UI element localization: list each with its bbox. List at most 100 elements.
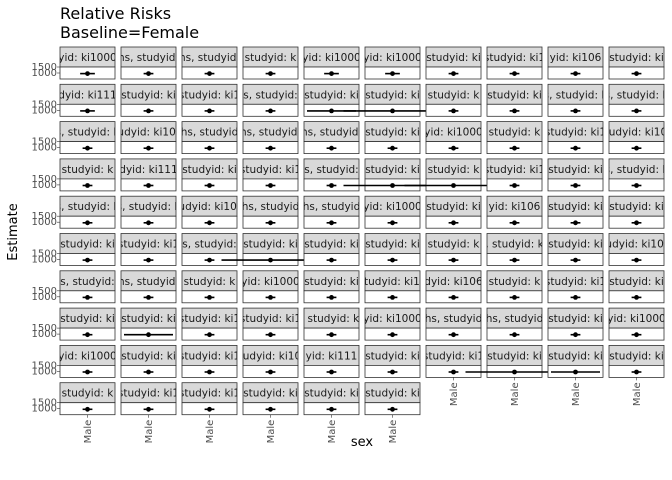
facet-strip-label: studyid: ki: [304, 388, 359, 400]
estimate-point: [146, 369, 151, 375]
facet-strip-label: studyid: ki: [365, 89, 420, 101]
facet-panel: studyid: ki: [547, 195, 604, 229]
y-tick-label: 1000: [32, 404, 57, 415]
facet-panel: studyid: ki: [364, 121, 421, 155]
facet-panel: studyid: ki1: [484, 46, 545, 80]
facet-strip-label: s, studyid: k: [605, 89, 670, 101]
estimate-point: [207, 71, 212, 76]
facet-strip-label: studyid: k: [428, 239, 481, 251]
estimate-point: [146, 295, 151, 300]
estimate-point: [207, 369, 212, 375]
y-tick-label: 1000: [32, 105, 57, 116]
estimate-point: [634, 257, 639, 263]
facet-strip-label: yid: ki1000: [58, 52, 116, 64]
facet-strip-label: studyid: ki1: [179, 350, 240, 362]
estimate-point: [573, 220, 578, 226]
x-tick-label: Male: [144, 420, 155, 444]
facet-panel: dyid: ki106: [425, 270, 482, 304]
facet-panel: yid: ki1000: [364, 307, 421, 341]
x-axis-title: sex: [351, 435, 374, 450]
facet-panel: studyid: ki1000: [608, 233, 665, 266]
estimate-point: [451, 71, 456, 76]
estimate-point: [207, 406, 212, 412]
facet-panel: studyid: ki: [608, 344, 665, 378]
estimate-point: [207, 257, 212, 263]
facet-panel: hs, studyid: [242, 195, 300, 229]
facet-panel: studyid: ki: [364, 233, 421, 266]
estimate-point: [146, 108, 151, 114]
y-tick-label: 1500: [32, 99, 57, 110]
facet-strip-label: yid: ki1000: [607, 313, 665, 325]
y-tick-label: 1500: [32, 398, 57, 409]
facet-panel: studyid: k: [486, 121, 543, 155]
facet-strip-label: studyid: k: [489, 127, 542, 139]
estimate-point: [451, 369, 456, 375]
facet-strip-label: studyid: k: [489, 276, 542, 288]
facet-panel: studyid: ki1: [240, 307, 301, 341]
estimate-point: [146, 332, 151, 338]
chart-subtitle: Baseline=Female: [60, 23, 200, 42]
facet-panel: hs, studyid:: [242, 121, 299, 155]
facet-strip-label: hs, studyid: [242, 201, 300, 213]
chart-title-block: Relative Risks Baseline=Female: [60, 4, 199, 42]
facet-strip-label: s, studyid: k: [56, 201, 121, 213]
estimate-point: [85, 220, 90, 226]
facet-strip-label: s, studyid: k: [544, 89, 609, 101]
estimate-point: [85, 332, 90, 338]
facet-strip-label: ns, studyid:: [179, 52, 240, 64]
facet-strip-label: studyid: ki1: [484, 52, 545, 64]
facet-strip-label: yid: ki1000: [424, 127, 482, 139]
estimate-point: [85, 406, 90, 412]
facet-panel: hs, studyid: [303, 195, 360, 229]
facet-panel: studyid: ki: [547, 158, 604, 192]
estimate-point: [268, 369, 273, 375]
facet-strip-label: studyid: ki: [365, 239, 420, 251]
facet-strip-label: studyid: ki: [60, 313, 115, 325]
estimate-point: [634, 145, 639, 151]
facet-strip-label: studyid: ki: [487, 350, 542, 362]
estimate-point: [390, 406, 395, 412]
estimate-point: [329, 145, 334, 151]
y-tick-label: 1000: [32, 217, 57, 228]
facet-strip-label: dyid: ki111: [58, 89, 116, 101]
facet-panel: s, studyid: k: [544, 83, 609, 117]
estimate-point: [268, 295, 273, 300]
facet-strip-label: studyid: ki: [121, 350, 176, 362]
estimate-point: [390, 71, 395, 76]
facet-panel: studyid: ki1000: [120, 121, 177, 155]
estimate-point: [268, 183, 273, 188]
facet-panel: studyid: ki: [547, 307, 604, 341]
facet-panel: studyid: ki1: [181, 382, 238, 416]
facet-strip-label: studyid: ki: [243, 388, 298, 400]
facet-strip-label: hs, studyid:: [301, 127, 362, 139]
x-tick-label: Male: [327, 420, 338, 444]
facet-strip-label: yid: ki106: [550, 52, 602, 64]
facet-strip-label: studyid: ki: [182, 164, 237, 176]
y-tick-label: 1500: [32, 286, 57, 297]
facet-panel: yid: ki1000: [242, 270, 299, 304]
y-tick-label: 1500: [32, 137, 57, 148]
facet-panel: hs, studyid:: [120, 46, 177, 80]
x-tick-label: Male: [266, 420, 277, 444]
estimate-point: [512, 145, 517, 151]
facet-strip-label: s, studyid: k: [605, 164, 670, 176]
facet-panel: studyid: ki: [547, 344, 604, 378]
facet-strip-label: yid: ki111: [306, 350, 358, 362]
estimate-point: [85, 145, 90, 151]
x-tick-label: Male: [632, 382, 643, 406]
facet-panel: studyid: ki: [181, 158, 238, 192]
x-tick-label: Male: [510, 382, 521, 406]
facet-strip-label: studyid: ki: [609, 276, 664, 288]
estimate-point: [512, 295, 517, 300]
facet-strip-label: studyid: ki1: [240, 313, 301, 325]
estimate-point: [451, 220, 456, 226]
facet-panel: studyid: ki: [547, 233, 604, 266]
y-tick-label: 1500: [32, 360, 57, 371]
